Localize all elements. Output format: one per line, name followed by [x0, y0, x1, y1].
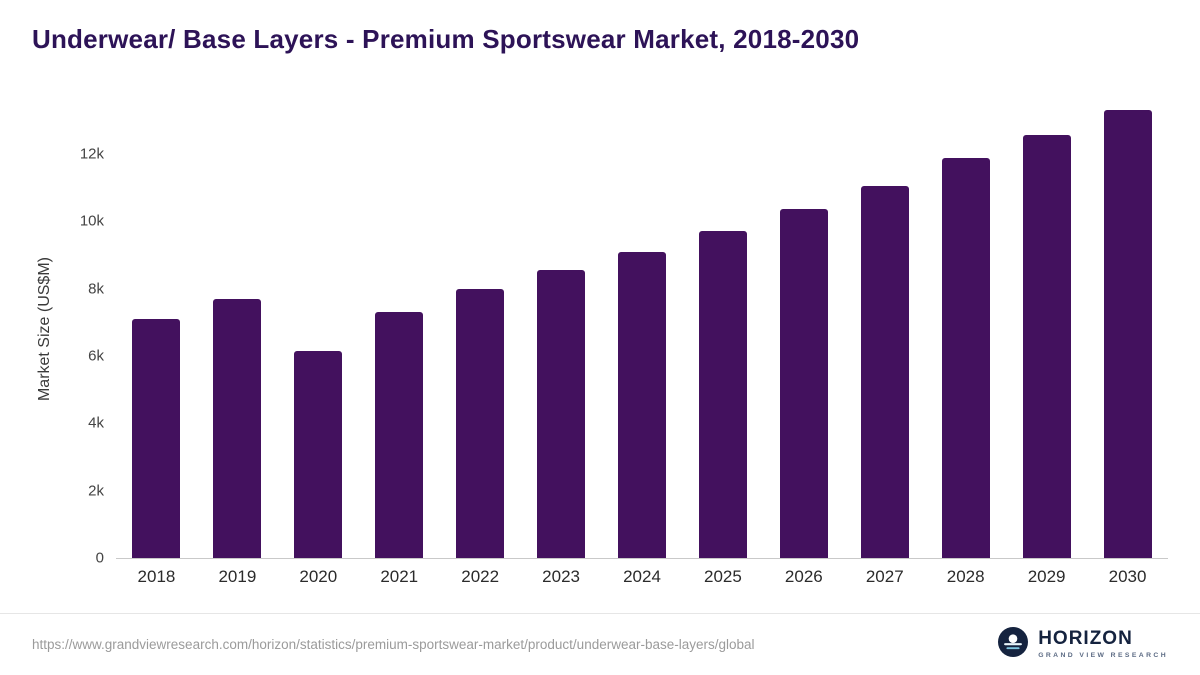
- x-axis: 2018 2019 2020 2021 2022 2023 2024 2025 2026 2027…: [116, 567, 1168, 587]
- source-url: https://www.grandviewresearch.com/horizo…: [32, 637, 755, 652]
- bar-slot: [359, 100, 440, 558]
- horizon-logo: HORIZON GRAND VIEW RESEARCH: [998, 627, 1168, 662]
- bar-2028: [941, 157, 990, 558]
- y-tick-label: 12k: [79, 145, 104, 163]
- bar-2018: [132, 318, 181, 558]
- bar-2022: [456, 288, 505, 558]
- bar-slot: [1087, 100, 1168, 558]
- bar-slot: [682, 100, 763, 558]
- bar-slot: [521, 100, 602, 558]
- bar-2023: [537, 270, 586, 558]
- x-tick-label-2022: 2022: [461, 567, 500, 586]
- y-tick-label: 10k: [79, 212, 104, 230]
- y-axis: 0 2k 4k 6k 8k 10k 12k: [58, 100, 116, 566]
- x-tick-label-2027: 2027: [865, 567, 904, 586]
- bar-slot: [925, 100, 1006, 558]
- horizon-logo-icon: [998, 627, 1029, 662]
- bar-slot: [602, 100, 683, 558]
- bar-2025: [698, 231, 747, 558]
- x-tick-label-2021: 2021: [380, 567, 419, 586]
- bar-2026: [779, 209, 828, 558]
- chart: Market Size (US$M) 0 2k 4k 6k 8k 10k 12k 2018 2…: [32, 100, 1168, 587]
- bar-slot: [197, 100, 278, 558]
- x-tick-label-2020: 2020: [299, 567, 338, 586]
- bar-slot: [278, 100, 359, 558]
- bar-slot: [116, 100, 197, 558]
- bar-2019: [213, 298, 262, 558]
- bar-2027: [860, 185, 909, 558]
- x-tick-label-2029: 2029: [1027, 567, 1066, 586]
- y-tick-label: 2k: [88, 482, 104, 500]
- x-tick-label-2018: 2018: [137, 567, 176, 586]
- x-tick-label-2023: 2023: [542, 567, 580, 586]
- bar-2024: [617, 251, 666, 558]
- logo-subtitle: GRAND VIEW RESEARCH: [1038, 652, 1168, 660]
- bar-slot: [844, 100, 925, 558]
- y-tick-label: 4k: [88, 414, 104, 432]
- x-tick-label-2026: 2026: [784, 567, 823, 586]
- x-tick-label-2025: 2025: [704, 567, 742, 586]
- bar-2021: [375, 312, 424, 558]
- x-tick-label-2019: 2019: [218, 567, 257, 586]
- y-tick-label: 8k: [88, 280, 104, 298]
- bar-2020: [294, 350, 343, 558]
- y-axis-title: Market Size (US$M): [36, 256, 53, 402]
- bar-2029: [1022, 135, 1071, 558]
- y-tick-label: 6k: [88, 347, 104, 365]
- y-axis-title-column: Market Size (US$M): [32, 100, 58, 558]
- bar-slot: [763, 100, 844, 558]
- bar-2030: [1103, 110, 1152, 558]
- bar-slot: [1006, 100, 1087, 558]
- page-title: Underwear/ Base Layers - Premium Sportsw…: [32, 24, 860, 54]
- y-tick-label: 0: [95, 549, 104, 567]
- x-tick-label-2030: 2030: [1108, 567, 1147, 586]
- logo-name: HORIZON: [1038, 628, 1133, 650]
- x-tick-label-2028: 2028: [946, 567, 985, 586]
- bar-slot: [440, 100, 521, 558]
- x-tick-label-2024: 2024: [623, 567, 661, 586]
- footer: https://www.grandviewresearch.com/horizo…: [0, 613, 1200, 675]
- plot-area: [116, 100, 1168, 559]
